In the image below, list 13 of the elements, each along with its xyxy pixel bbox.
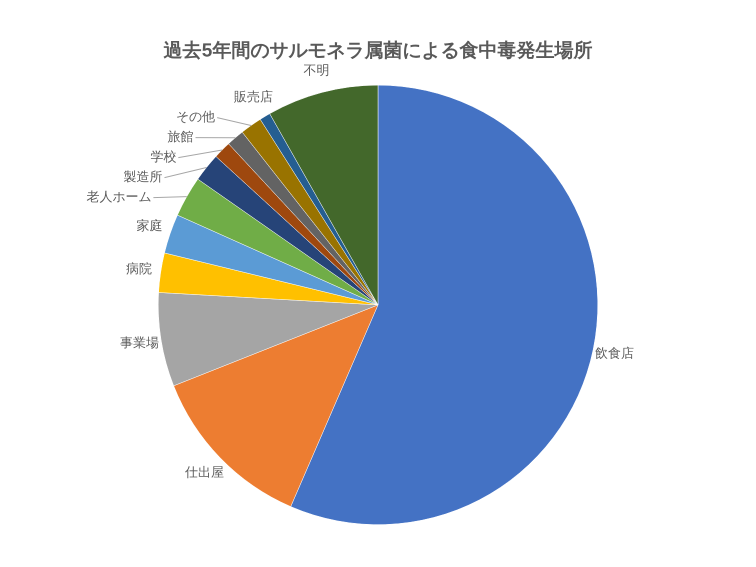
slice-label: 学校 <box>150 149 176 164</box>
slice-label: 不明 <box>303 62 330 78</box>
chart-title: 過去5年間のサルモネラ属菌による食中毒発生場所 <box>162 40 592 62</box>
slice-label: 事業場 <box>120 335 159 350</box>
slice-label: 旅館 <box>167 129 194 144</box>
slice-label: 飲食店 <box>595 346 634 360</box>
slice-label: 仕出屋 <box>184 464 224 480</box>
slice-label: 病院 <box>126 260 152 276</box>
slice-label: 販売店 <box>234 89 274 104</box>
slice-label: その他 <box>176 109 216 124</box>
slice-label: 製造所 <box>123 169 162 184</box>
slice-label: 老人ホーム <box>86 189 152 204</box>
slice-label: 家庭 <box>136 218 162 234</box>
